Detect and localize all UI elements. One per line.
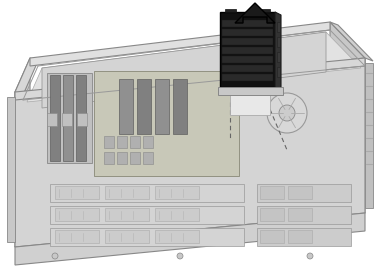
Polygon shape <box>55 186 99 199</box>
Polygon shape <box>62 113 72 126</box>
Polygon shape <box>50 184 244 202</box>
Polygon shape <box>222 20 273 27</box>
Polygon shape <box>257 206 351 224</box>
Polygon shape <box>47 113 57 126</box>
Polygon shape <box>117 152 127 164</box>
Polygon shape <box>155 208 199 221</box>
Polygon shape <box>50 206 244 224</box>
Polygon shape <box>277 22 280 32</box>
Polygon shape <box>275 12 281 90</box>
Polygon shape <box>249 68 257 107</box>
Polygon shape <box>220 12 275 87</box>
Polygon shape <box>288 186 312 199</box>
Polygon shape <box>63 75 73 161</box>
Polygon shape <box>105 208 149 221</box>
Polygon shape <box>55 230 99 243</box>
Polygon shape <box>155 186 199 199</box>
Polygon shape <box>130 152 140 164</box>
Polygon shape <box>47 73 92 163</box>
Polygon shape <box>257 184 351 202</box>
Polygon shape <box>50 75 60 161</box>
Circle shape <box>267 93 307 133</box>
Polygon shape <box>130 136 140 148</box>
Polygon shape <box>105 186 149 199</box>
Polygon shape <box>50 228 244 246</box>
Polygon shape <box>222 65 273 72</box>
Polygon shape <box>260 186 284 199</box>
Polygon shape <box>330 22 373 61</box>
Polygon shape <box>288 208 312 221</box>
Circle shape <box>52 253 58 259</box>
Polygon shape <box>104 136 114 148</box>
Polygon shape <box>15 177 365 247</box>
Polygon shape <box>143 136 153 148</box>
Polygon shape <box>222 74 273 81</box>
Circle shape <box>307 253 313 259</box>
Polygon shape <box>15 58 30 247</box>
Polygon shape <box>330 22 365 213</box>
Polygon shape <box>42 32 326 108</box>
Polygon shape <box>222 29 273 36</box>
Polygon shape <box>55 208 99 221</box>
Polygon shape <box>94 71 239 176</box>
Polygon shape <box>105 230 149 243</box>
Polygon shape <box>76 75 86 161</box>
Polygon shape <box>235 3 275 23</box>
Polygon shape <box>30 22 330 66</box>
Circle shape <box>177 253 183 259</box>
Polygon shape <box>218 87 283 95</box>
Polygon shape <box>15 58 365 100</box>
Polygon shape <box>104 152 114 164</box>
Polygon shape <box>7 97 15 242</box>
Polygon shape <box>119 79 133 134</box>
Polygon shape <box>230 95 270 115</box>
Polygon shape <box>15 58 365 247</box>
Polygon shape <box>288 230 312 243</box>
Polygon shape <box>257 228 351 246</box>
Polygon shape <box>222 56 273 63</box>
Polygon shape <box>260 230 284 243</box>
Polygon shape <box>260 208 284 221</box>
Polygon shape <box>117 136 127 148</box>
Polygon shape <box>277 52 280 62</box>
Polygon shape <box>15 213 365 265</box>
Polygon shape <box>15 58 38 95</box>
Polygon shape <box>222 47 273 54</box>
Polygon shape <box>277 67 280 77</box>
Polygon shape <box>259 9 270 12</box>
Polygon shape <box>155 79 169 134</box>
Polygon shape <box>173 79 187 134</box>
Polygon shape <box>365 63 373 208</box>
Polygon shape <box>277 37 280 47</box>
Polygon shape <box>222 38 273 45</box>
Polygon shape <box>225 9 236 12</box>
Polygon shape <box>27 32 361 102</box>
Polygon shape <box>155 230 199 243</box>
Circle shape <box>279 105 295 121</box>
Polygon shape <box>143 152 153 164</box>
Polygon shape <box>137 79 151 134</box>
Polygon shape <box>77 113 87 126</box>
